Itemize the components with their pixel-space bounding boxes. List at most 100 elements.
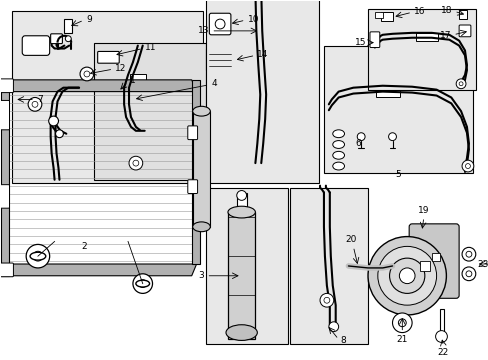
Bar: [94, 42, 206, 180]
Circle shape: [80, 67, 94, 81]
Circle shape: [388, 133, 396, 141]
Text: 9: 9: [86, 15, 91, 24]
Circle shape: [26, 244, 50, 268]
Circle shape: [139, 280, 146, 288]
Bar: [206, 188, 287, 344]
FancyBboxPatch shape: [0, 79, 13, 93]
FancyBboxPatch shape: [51, 34, 62, 44]
Text: 23: 23: [477, 260, 488, 269]
FancyBboxPatch shape: [187, 180, 197, 193]
Circle shape: [56, 130, 63, 138]
Circle shape: [435, 330, 447, 342]
Circle shape: [236, 190, 246, 200]
Bar: [431, 253, 439, 261]
Bar: [206, 0, 318, 183]
Bar: [367, 9, 475, 90]
Circle shape: [84, 71, 90, 77]
Text: 1: 1: [130, 76, 136, 85]
FancyBboxPatch shape: [0, 263, 13, 277]
Circle shape: [33, 251, 43, 261]
Circle shape: [32, 102, 38, 107]
Bar: [12, 11, 203, 183]
FancyBboxPatch shape: [0, 185, 9, 208]
Bar: [458, 10, 466, 19]
Circle shape: [458, 82, 462, 86]
Text: 11: 11: [144, 43, 156, 52]
Circle shape: [49, 116, 59, 126]
Circle shape: [323, 297, 329, 303]
FancyBboxPatch shape: [0, 100, 9, 130]
Bar: [0, 80, 8, 276]
FancyBboxPatch shape: [408, 224, 458, 298]
FancyBboxPatch shape: [98, 51, 119, 63]
Circle shape: [465, 163, 469, 168]
Bar: [130, 74, 145, 84]
Text: 8: 8: [340, 336, 346, 345]
Circle shape: [133, 160, 139, 166]
Text: 15: 15: [354, 38, 366, 47]
Bar: [192, 111, 210, 227]
FancyBboxPatch shape: [458, 25, 470, 37]
Circle shape: [319, 293, 333, 307]
Ellipse shape: [30, 252, 46, 260]
Bar: [439, 309, 444, 337]
Circle shape: [461, 267, 475, 281]
FancyBboxPatch shape: [187, 126, 197, 140]
Text: 22: 22: [437, 348, 448, 357]
Text: 6: 6: [355, 139, 360, 148]
Text: 7: 7: [37, 95, 42, 104]
Ellipse shape: [192, 222, 210, 232]
Circle shape: [465, 271, 471, 277]
FancyBboxPatch shape: [209, 13, 230, 35]
Circle shape: [392, 313, 411, 333]
Bar: [374, 12, 382, 18]
Circle shape: [357, 133, 365, 141]
Text: 3: 3: [198, 271, 204, 280]
Circle shape: [215, 19, 224, 29]
Bar: [206, 49, 233, 70]
Text: 13: 13: [198, 26, 209, 35]
Text: 2: 2: [81, 242, 86, 251]
Circle shape: [28, 98, 42, 111]
Bar: [191, 80, 199, 264]
Text: 5: 5: [395, 170, 401, 179]
Circle shape: [399, 268, 414, 284]
Circle shape: [133, 274, 152, 293]
Bar: [323, 46, 472, 173]
Circle shape: [129, 156, 142, 170]
Ellipse shape: [225, 325, 257, 341]
Polygon shape: [8, 80, 196, 91]
Text: 10: 10: [247, 15, 259, 24]
Bar: [380, 12, 392, 21]
Text: 14: 14: [257, 50, 268, 59]
Ellipse shape: [227, 206, 255, 218]
FancyBboxPatch shape: [22, 36, 50, 55]
FancyBboxPatch shape: [369, 32, 379, 48]
Circle shape: [367, 237, 446, 315]
Ellipse shape: [332, 151, 344, 159]
Text: 4: 4: [211, 79, 217, 88]
Circle shape: [455, 79, 465, 89]
Ellipse shape: [136, 280, 149, 287]
Circle shape: [377, 246, 436, 305]
Bar: [206, 70, 233, 78]
Text: 21: 21: [396, 334, 407, 343]
Text: 12: 12: [115, 64, 126, 73]
Ellipse shape: [332, 162, 344, 170]
Ellipse shape: [192, 106, 210, 116]
Circle shape: [389, 258, 424, 293]
Text: 17: 17: [439, 31, 450, 40]
Bar: [415, 33, 437, 41]
Text: 20: 20: [345, 235, 356, 244]
Bar: [227, 212, 255, 339]
Text: 18: 18: [440, 6, 451, 15]
Circle shape: [461, 160, 473, 172]
Circle shape: [465, 251, 471, 257]
Bar: [375, 88, 400, 98]
Circle shape: [328, 322, 338, 332]
Bar: [64, 19, 72, 33]
Bar: [236, 193, 246, 209]
Circle shape: [398, 319, 406, 327]
Ellipse shape: [332, 141, 344, 148]
Text: 19: 19: [417, 206, 429, 215]
